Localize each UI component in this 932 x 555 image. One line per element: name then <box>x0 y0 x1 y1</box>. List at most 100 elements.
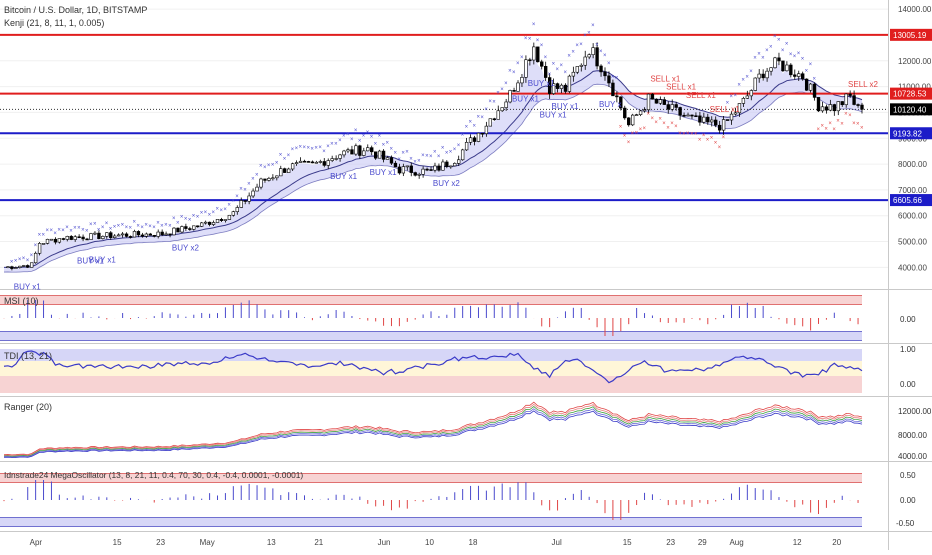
candle-body <box>294 162 299 165</box>
stop-marker: × <box>852 121 856 127</box>
candle-body <box>326 160 330 166</box>
signal-label: SELL x2 <box>848 80 878 89</box>
candle-body <box>702 116 706 123</box>
candle-body <box>583 56 587 66</box>
stop-marker: × <box>480 115 484 121</box>
stop-marker: × <box>488 99 492 105</box>
candle-body <box>227 214 232 220</box>
stop-marker: × <box>508 69 512 75</box>
candle-body <box>472 137 477 142</box>
candle-body <box>354 145 358 155</box>
candle-body <box>14 267 18 269</box>
candle-body <box>417 174 421 176</box>
candle-body <box>168 233 172 236</box>
candle-body <box>342 150 346 156</box>
stop-marker: × <box>575 43 579 49</box>
candle-body <box>457 159 461 164</box>
stop-marker: × <box>69 228 73 234</box>
stop-marker: × <box>164 222 168 228</box>
stop-marker: × <box>180 214 184 220</box>
candle-body <box>37 243 42 254</box>
candle-body <box>22 265 26 267</box>
tdi-panel: TDI (13, 21) 1.00 0.00 <box>0 345 916 393</box>
stop-marker: × <box>793 54 797 60</box>
candle-body <box>69 236 73 240</box>
candle-body <box>547 77 552 94</box>
stop-marker: × <box>61 228 65 234</box>
stop-marker: × <box>753 56 757 62</box>
price-levels <box>0 33 888 202</box>
stop-marker: × <box>733 93 737 99</box>
candle-body <box>749 90 753 97</box>
stop-marker: × <box>437 154 441 160</box>
candle-body <box>670 104 674 110</box>
stop-marker: × <box>560 63 564 69</box>
stop-marker: × <box>832 127 836 133</box>
stop-marker: × <box>184 217 188 223</box>
ranger-panel: Ranger (20) 12000.00 8000.00 4000.00 <box>3 401 932 461</box>
candle-body <box>686 114 690 117</box>
candle-body <box>290 163 295 170</box>
stop-marker: × <box>314 146 318 152</box>
stop-marker: × <box>425 153 429 159</box>
mega-tick-1: 0.50 <box>900 471 916 480</box>
stop-marker: × <box>208 212 212 218</box>
stop-marker: × <box>469 119 473 125</box>
ranger-line <box>3 408 863 458</box>
candle-body <box>61 238 65 240</box>
stop-marker: × <box>49 228 53 234</box>
stop-marker: × <box>658 117 662 123</box>
stop-marker: × <box>698 138 702 144</box>
candle-body <box>828 104 833 111</box>
candle-body <box>306 161 311 163</box>
candle-body <box>793 74 797 77</box>
candle-body <box>203 221 208 224</box>
stop-marker: × <box>275 160 279 166</box>
stop-marker: × <box>500 87 504 93</box>
stop-marker: × <box>330 142 334 148</box>
candle-body <box>429 169 433 171</box>
candle-body <box>235 207 239 213</box>
signal-label: SELL x1 <box>650 75 680 84</box>
price-tick-label: 6000.00 <box>898 212 927 221</box>
signal-label: SELL x1 <box>686 91 716 100</box>
stop-marker: × <box>362 133 366 139</box>
candle-body <box>393 162 398 168</box>
stop-marker: × <box>405 150 409 156</box>
stop-marker: × <box>848 113 852 119</box>
stop-marker: × <box>132 220 136 226</box>
stop-marker: × <box>619 124 623 130</box>
stop-marker: × <box>797 51 801 57</box>
candle-body <box>148 233 152 236</box>
stop-marker: × <box>484 107 488 113</box>
ranger-tick-1: 12000.00 <box>898 407 932 416</box>
candle-body <box>140 234 145 237</box>
candle-body <box>377 150 382 159</box>
stop-marker: × <box>85 228 89 234</box>
stop-marker: × <box>389 147 393 153</box>
stop-marker: × <box>453 147 457 153</box>
stop-marker: × <box>271 162 275 168</box>
stop-marker: × <box>73 225 77 231</box>
stop-marker: × <box>18 257 22 263</box>
candle-body <box>370 147 374 153</box>
candle-body <box>496 110 500 120</box>
candle-body <box>615 95 619 98</box>
stop-marker: × <box>813 76 817 82</box>
stop-marker: × <box>156 220 160 226</box>
stop-marker: × <box>611 75 615 81</box>
stop-marker: × <box>730 94 734 100</box>
candle-body <box>480 132 485 135</box>
stop-marker: × <box>306 145 310 151</box>
candle-body <box>124 233 129 237</box>
candle-body <box>662 99 666 105</box>
candle-body <box>373 151 378 159</box>
stop-marker: × <box>801 57 805 63</box>
stop-marker: × <box>310 146 314 152</box>
x-axis-label: 29 <box>698 538 707 547</box>
signal-label: SELL x1 <box>666 82 696 91</box>
candle-body <box>425 168 429 171</box>
price-tick-label: 4000.00 <box>898 263 927 272</box>
stop-marker: × <box>654 120 658 126</box>
